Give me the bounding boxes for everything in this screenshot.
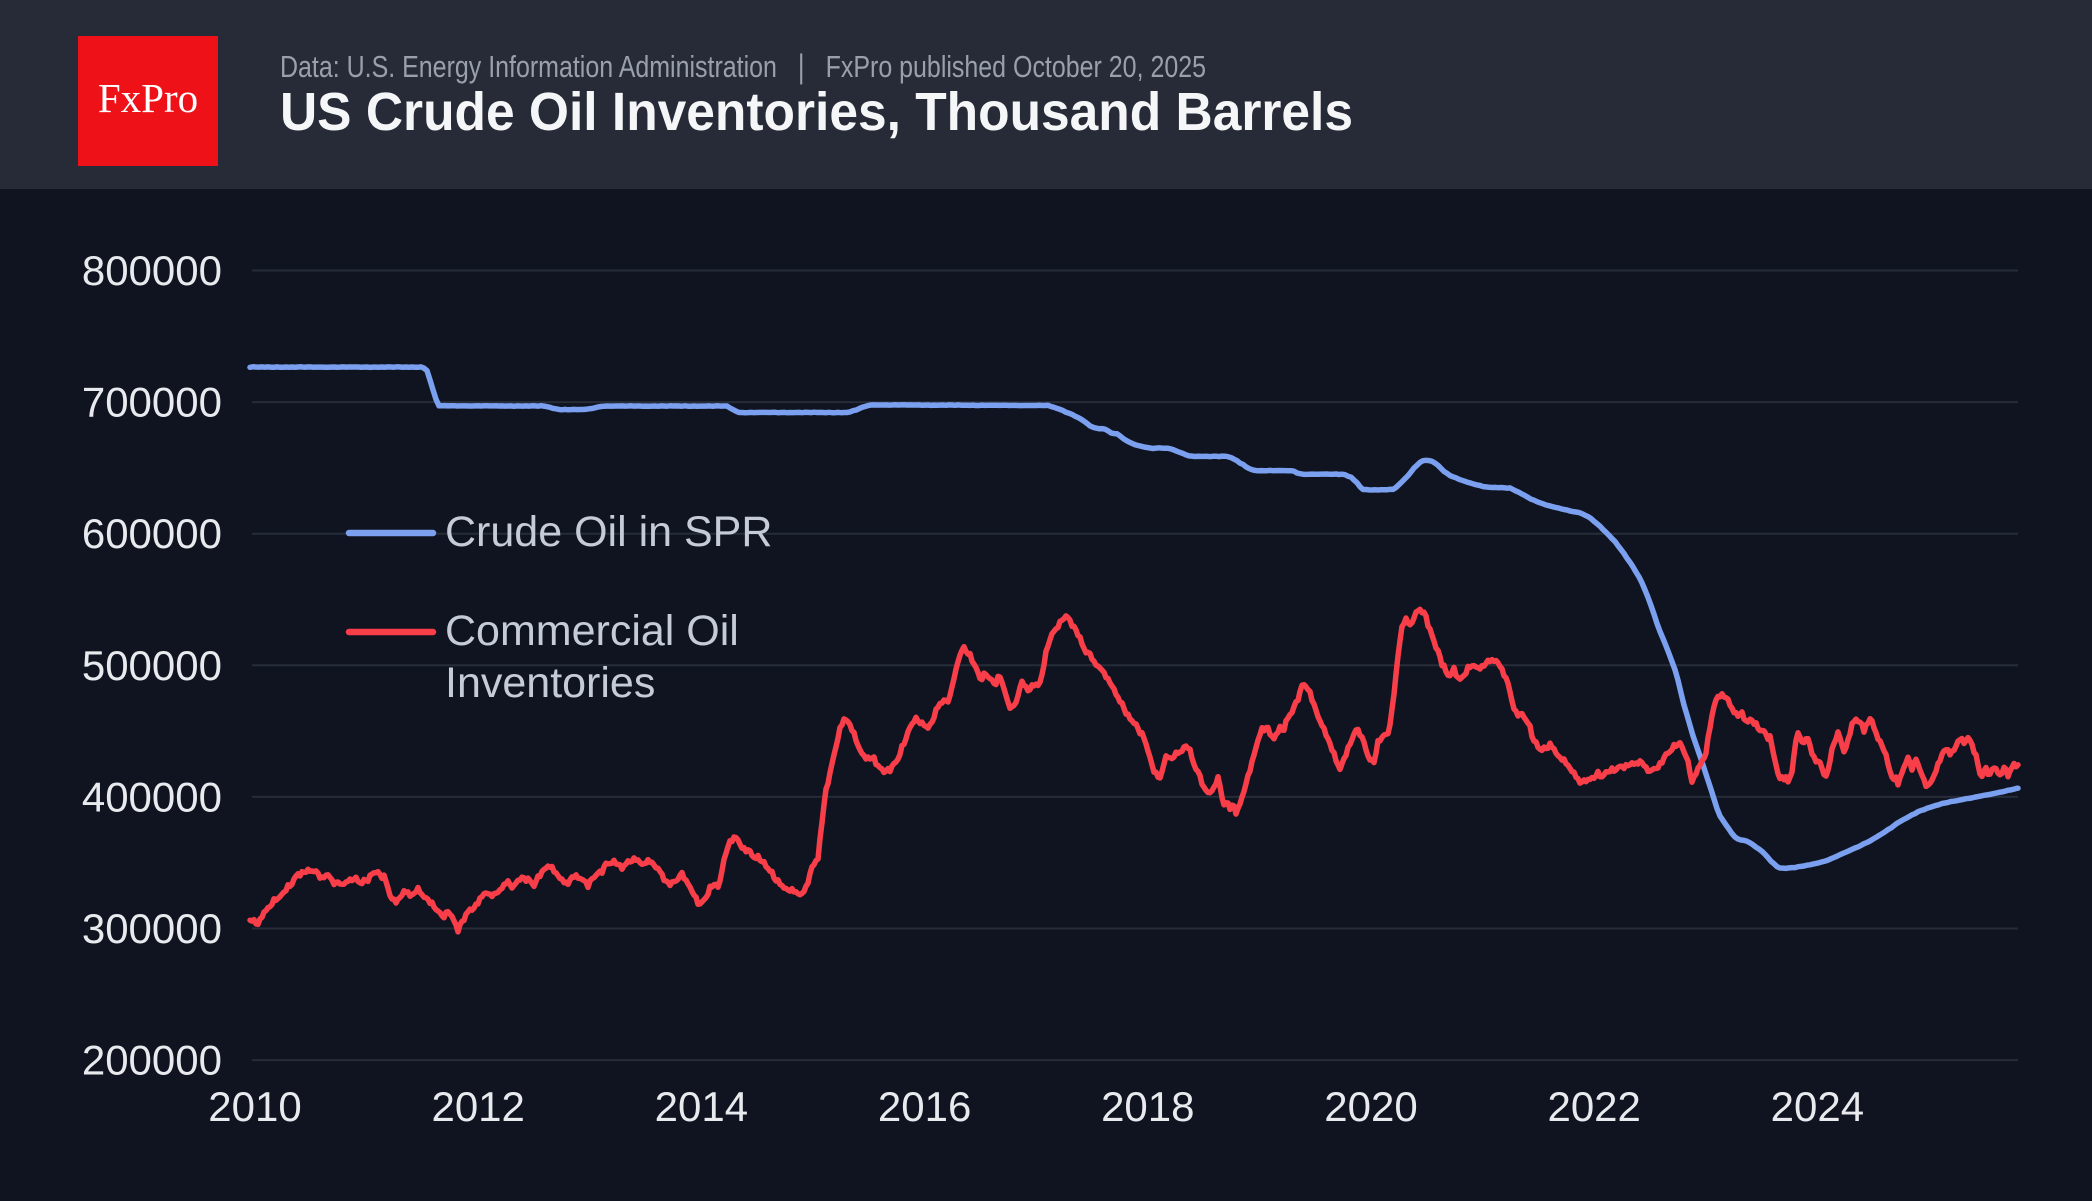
svg-text:700000: 700000	[82, 379, 222, 426]
svg-text:300000: 300000	[82, 905, 222, 952]
svg-text:2016: 2016	[878, 1083, 971, 1130]
svg-text:500000: 500000	[82, 642, 222, 689]
svg-text:600000: 600000	[82, 510, 222, 557]
svg-text:2014: 2014	[655, 1083, 748, 1130]
svg-text:Inventories: Inventories	[445, 659, 655, 707]
svg-text:2010: 2010	[208, 1083, 301, 1130]
svg-text:2022: 2022	[1547, 1083, 1640, 1130]
svg-text:800000: 800000	[82, 247, 222, 294]
svg-text:Data: U.S. Energy Information: Data: U.S. Energy Information Administra…	[280, 49, 1206, 85]
svg-text:2024: 2024	[1771, 1083, 1864, 1130]
svg-text:400000: 400000	[82, 773, 222, 820]
svg-text:2012: 2012	[431, 1083, 524, 1130]
svg-text:Crude Oil in SPR: Crude Oil in SPR	[445, 508, 772, 556]
svg-text:2018: 2018	[1101, 1083, 1194, 1130]
svg-text:FxPro: FxPro	[98, 75, 198, 121]
svg-text:US Crude Oil Inventories, Thou: US Crude Oil Inventories, Thousand Barre…	[280, 82, 1353, 142]
svg-text:200000: 200000	[82, 1037, 222, 1084]
svg-text:2020: 2020	[1324, 1083, 1417, 1130]
svg-text:Commercial Oil: Commercial Oil	[445, 607, 739, 655]
